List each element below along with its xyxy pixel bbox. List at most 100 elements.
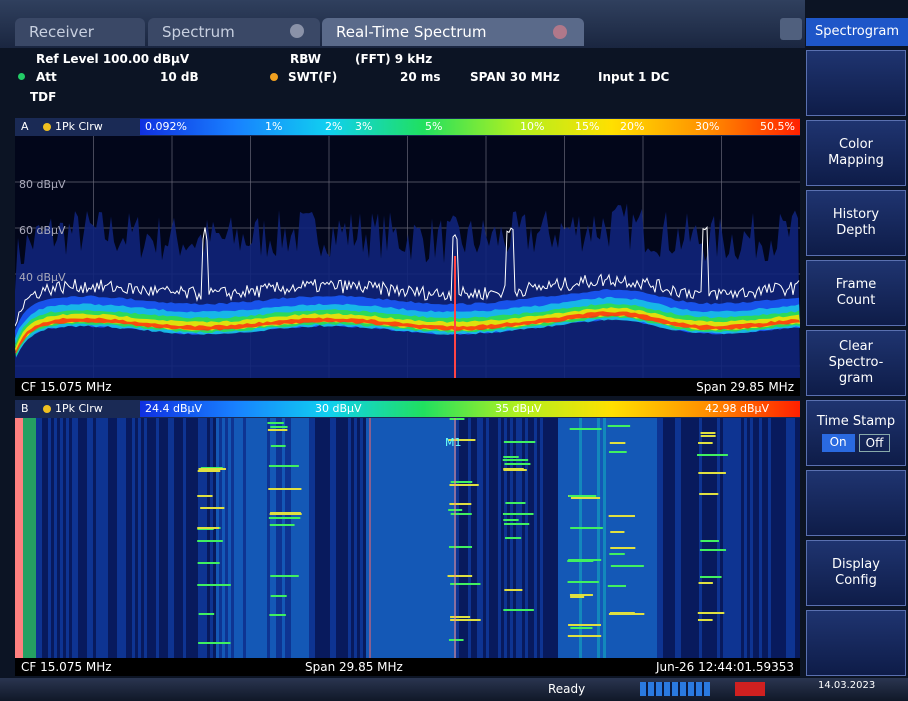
spectrogram-column: [165, 418, 168, 658]
spectrogram-column: [591, 418, 594, 658]
pane-b-footer: CF 15.075 MHz Span 29.85 MHz Jun-26 12:4…: [15, 658, 800, 676]
spectrogram-line: [200, 507, 225, 509]
scale-label: 0.092%: [145, 120, 187, 133]
softkey[interactable]: Time Stamp On Off: [806, 400, 906, 466]
spectrogram-column: [159, 418, 162, 658]
spectrogram-column: [132, 418, 135, 658]
scale-label: 30%: [695, 120, 720, 133]
pane-a-header: A 1Pk Clrw 0.092% 1% 2% 3% 5% 10% 15% 20% 30% 50.…: [15, 118, 800, 136]
level-label: 40 dBµV: [19, 271, 66, 284]
spectrogram-column: [81, 418, 84, 658]
spectrogram-line: [450, 583, 481, 585]
spectrogram-column: [765, 418, 768, 658]
spectrogram-column: [774, 418, 777, 658]
spectrogram-column: [357, 418, 360, 658]
spectrogram-column: [240, 418, 243, 658]
softkey[interactable]: Frame Count: [806, 260, 906, 326]
spectrogram-column: [579, 418, 582, 658]
spectrogram-column: [354, 418, 357, 658]
spectrogram-column: [528, 418, 531, 658]
spectrogram-column: [606, 418, 609, 658]
spectrogram-column: [330, 418, 333, 658]
spectrogram-line: [270, 445, 286, 447]
close-icon[interactable]: [553, 25, 567, 39]
spectrogram-line: [569, 428, 602, 430]
spectrogram-line: [698, 442, 713, 444]
spectrogram-column: [585, 418, 588, 658]
spectrogram-column: [42, 418, 45, 658]
spectrogram-column: [393, 418, 396, 658]
spectrogram-column: [753, 418, 756, 658]
spectrogram-column: [471, 418, 474, 658]
spectrogram-line: [503, 456, 519, 458]
spectrogram-column: [558, 418, 561, 658]
spectrogram-line: [608, 515, 635, 517]
spectrogram-line: [449, 418, 465, 420]
spectrum-plot: 80 dBµV 60 dBµV 40 dBµV: [15, 136, 800, 378]
spectrogram-column: [576, 418, 579, 658]
spectrogram-column: [639, 418, 642, 658]
spectrogram-column: [279, 418, 282, 658]
spectrogram-column: [720, 418, 723, 658]
spectrogram-line: [503, 609, 534, 611]
spectrogram-column: [741, 418, 744, 658]
spectrogram-column: [228, 418, 231, 658]
spectrogram-column: [495, 418, 498, 658]
spectrogram-column: [423, 418, 426, 658]
spectrogram-column: [603, 418, 606, 658]
spectrogram-line: [268, 517, 301, 519]
spectrogram-line: [503, 469, 527, 471]
spectrogram-column: [762, 418, 765, 658]
spectrogram-column: [99, 418, 102, 658]
spectrogram-column: [621, 418, 624, 658]
spectrogram-line: [450, 619, 481, 621]
tab-active[interactable]: Real-Time Spectrum: [322, 18, 584, 46]
tab[interactable]: Receiver: [15, 18, 145, 46]
softkey-label: Config: [835, 573, 877, 588]
softkey-menu-title: Spectrogram: [806, 18, 908, 46]
spectrogram-column: [231, 418, 234, 658]
menu-icon[interactable]: [780, 18, 802, 40]
spectrogram-column: [660, 418, 663, 658]
spectrogram-line: [698, 472, 726, 474]
softkey[interactable]: [806, 470, 906, 536]
scale-label: 15%: [575, 120, 600, 133]
spectrogram-line: [503, 519, 519, 521]
spectrogram-column: [459, 418, 462, 658]
spectrogram-line: [197, 495, 213, 497]
timestamp: Jun-26 12:44:01.59353: [655, 660, 794, 674]
pane-b-header: B 1Pk Clrw 24.4 dBµV 30 dBµV 35 dBµV 42.98 …: [15, 400, 800, 418]
close-icon[interactable]: [290, 24, 304, 38]
spectrogram-column: [249, 418, 252, 658]
spectrogram-column: [60, 418, 63, 658]
spectrogram-column: [612, 418, 615, 658]
spectrogram-column: [618, 418, 621, 658]
softkey[interactable]: [806, 610, 906, 676]
spectrogram-column: [30, 418, 33, 658]
color-scale: [140, 119, 800, 135]
softkey[interactable]: Display Config: [806, 540, 906, 606]
toggle-off[interactable]: Off: [858, 434, 891, 452]
spectrogram-column: [450, 418, 453, 658]
toggle-on[interactable]: On: [821, 434, 855, 452]
spectrogram-column: [342, 418, 345, 658]
softkey[interactable]: Color Mapping: [806, 120, 906, 186]
softkey[interactable]: History Depth: [806, 190, 906, 256]
softkey-label: Color: [839, 137, 873, 152]
spectrogram-column: [135, 418, 138, 658]
spectrogram-line: [268, 465, 299, 467]
softkey[interactable]: Clear Spectro-gram: [806, 330, 906, 396]
spectrogram-line: [197, 470, 221, 472]
spectrogram-column: [561, 418, 564, 658]
spectrogram-column: [399, 418, 402, 658]
pane-a-footer: CF 15.075 MHz Span 29.85 MHz: [15, 378, 800, 396]
spectrogram-column: [156, 418, 159, 658]
spectrogram-line: [610, 565, 644, 567]
spectrogram-column: [78, 418, 81, 658]
spectrogram-column: [432, 418, 435, 658]
softkey[interactable]: [806, 50, 906, 116]
spectrogram-line: [567, 635, 602, 637]
indicator: [735, 682, 765, 696]
spectrogram-column: [708, 418, 711, 658]
spectrogram-line: [610, 547, 636, 549]
